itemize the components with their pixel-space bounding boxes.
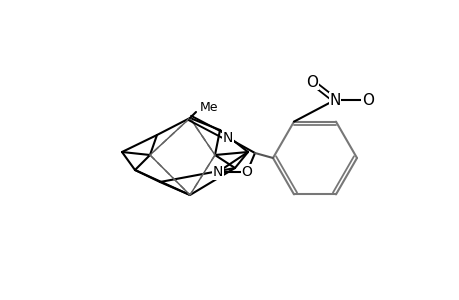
- Text: O: O: [361, 92, 373, 107]
- Text: N: N: [329, 92, 340, 107]
- Text: O: O: [305, 74, 317, 89]
- Text: O: O: [241, 165, 252, 179]
- Text: N: N: [222, 131, 233, 145]
- Text: Me: Me: [200, 100, 218, 113]
- Text: N: N: [213, 165, 223, 179]
